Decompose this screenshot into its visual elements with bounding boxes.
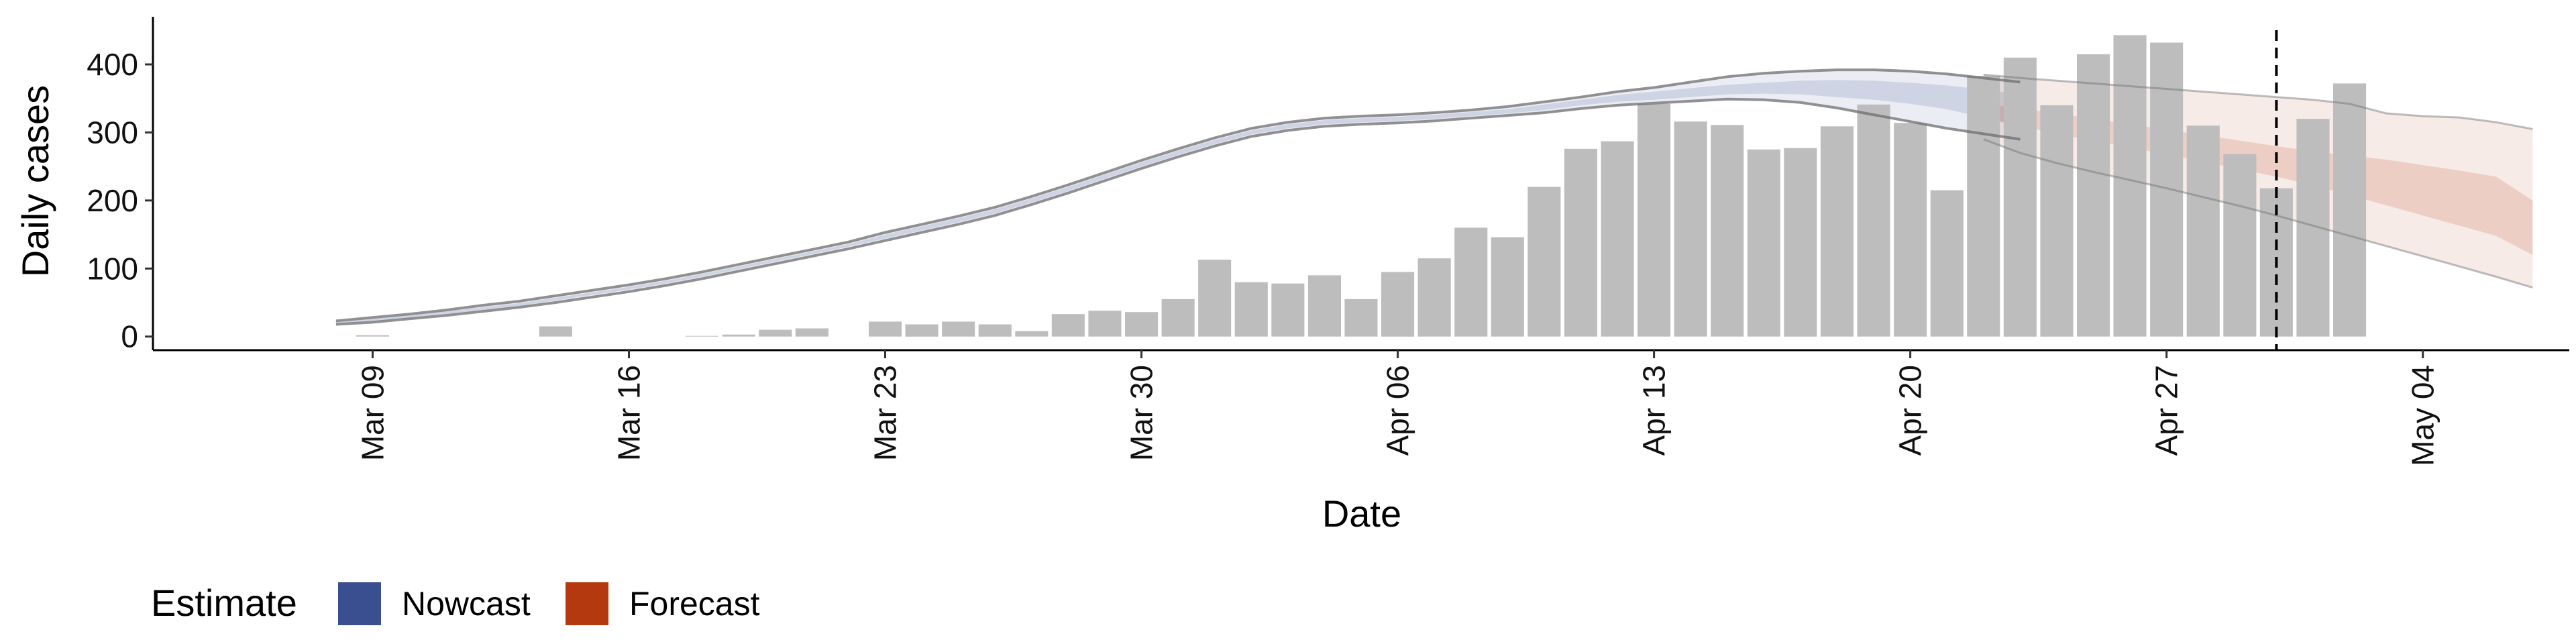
case-bar [1161,299,1195,337]
case-bar [1638,103,1671,337]
case-bar [978,324,1012,337]
y-tick-label: 400 [87,47,138,82]
case-bar [1344,299,1378,337]
y-tick-label: 0 [121,319,138,354]
case-bar [1930,190,1964,337]
nowcast-legend-key [338,582,381,625]
case-bar [686,335,719,337]
case-bar [1417,258,1451,337]
case-bar [1271,283,1305,337]
forecast-legend-label: Forecast [629,585,760,623]
reported-cases-bars [356,35,2367,337]
case-bar [1125,312,1159,337]
x-tick-label: Apr 13 [1637,365,1672,456]
x-tick-label: Mar 30 [1124,365,1159,461]
x-tick-label: Mar 16 [612,365,647,461]
x-tick-label: Apr 06 [1381,365,1415,456]
case-bar [942,321,975,337]
y-tick-label: 100 [87,251,138,286]
forecast-upper-bound-line [1983,73,2533,130]
case-bar [1381,272,1415,337]
x-tick-label: Apr 20 [1893,365,1928,456]
case-bar [2296,119,2330,337]
nowcast-lower-bound-line [335,97,2021,326]
case-bar [1527,186,1561,337]
case-bar [1564,148,1597,337]
x-tick-label: Apr 27 [2149,365,2184,456]
case-bar [1454,227,1488,337]
case-bar [1015,331,1049,337]
legend-items: Nowcast Forecast [338,582,760,625]
case-bar [2113,35,2147,337]
case-bar [722,334,755,337]
case-bar [1747,149,1780,337]
case-bar [1711,125,1744,337]
case-bar [2333,83,2367,337]
case-bar [1051,314,1085,337]
case-bar [795,328,828,337]
nowcast-legend-label: Nowcast [402,585,531,623]
case-bar [1088,311,1122,337]
case-bar [1674,121,1707,337]
case-bar [1307,275,1341,337]
nowcast-upper-bound-line [335,68,2021,323]
case-bar [1491,237,1524,337]
legend: Estimate Nowcast Forecast [151,582,760,625]
forecast-legend-key [566,582,608,625]
case-bar [905,324,938,337]
case-bar [1894,123,1927,337]
case-bar [1784,148,1817,337]
case-bar [2150,42,2184,337]
case-bar [2040,105,2074,337]
y-axis-title: Daily cases [14,85,56,277]
x-axis-title: Date [1322,492,1401,535]
case-bar [2003,57,2037,337]
case-bar [1820,126,1854,337]
case-bar [1234,282,1268,337]
case-bar [2223,154,2257,337]
case-bar [1601,141,1634,337]
x-tick-label: Mar 23 [868,365,903,461]
case-bar [1967,76,2000,337]
y-tick-label: 200 [87,183,138,218]
case-bar [2186,125,2220,337]
case-bar [759,329,792,337]
case-bar [2077,54,2110,337]
case-bar [356,335,389,337]
case-bar [539,326,572,337]
estimate-lines-layer [335,68,2533,326]
case-bar [1857,104,1890,337]
axes: 0 100 200 300 400 Mar 09 Mar 16 Mar 23 Mar 30 Apr… [87,17,2569,466]
x-tick-label: Mar 09 [356,365,390,461]
forecast-lower-bound-line [1983,138,2533,289]
case-bar [869,321,902,337]
y-tick-label: 300 [87,115,138,150]
legend-title: Estimate [151,582,297,624]
x-tick-label: May 04 [2406,365,2440,466]
case-bar [1198,260,1232,337]
